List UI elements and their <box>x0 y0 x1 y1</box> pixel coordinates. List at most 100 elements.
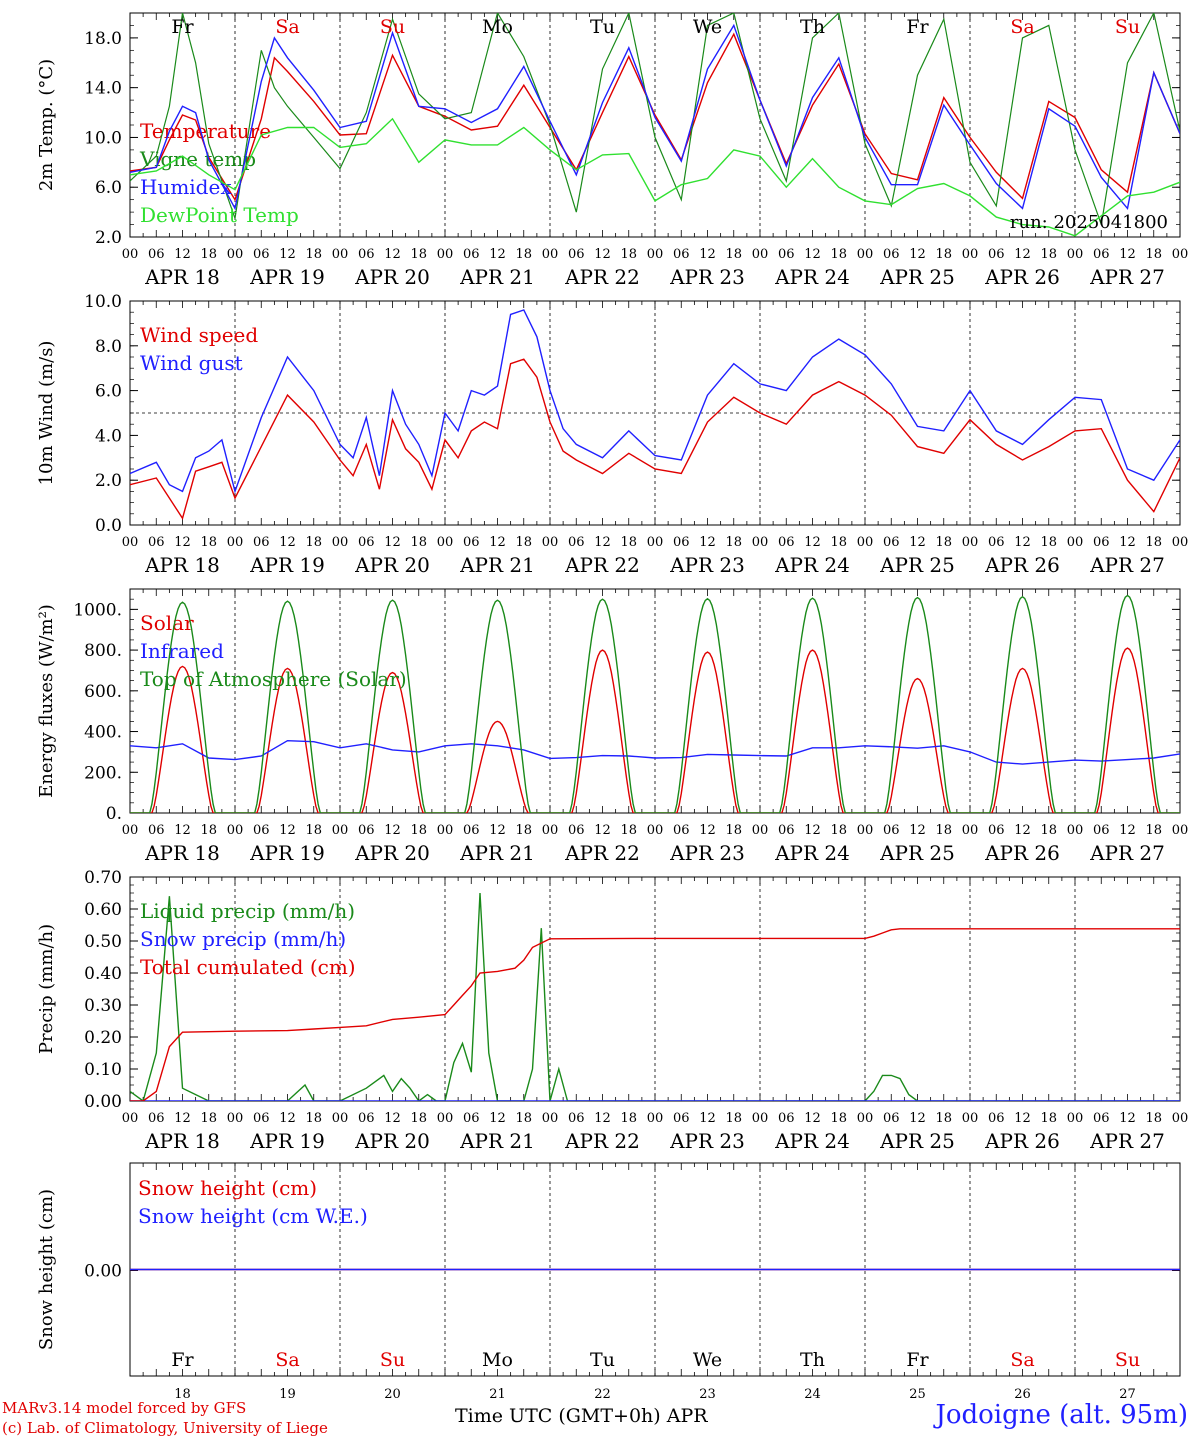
credit-line-2: (c) Lab. of Climatology, University of L… <box>2 1419 328 1437</box>
weekday-label: Fr <box>171 1349 194 1371</box>
day-label: APR 20 <box>354 265 430 289</box>
day-label: APR 22 <box>564 1129 640 1153</box>
hour-label: 12 <box>1014 1111 1031 1126</box>
weekday-label: Sa <box>1010 16 1034 38</box>
hour-label: 18 <box>620 823 637 838</box>
hour-label: 06 <box>253 535 270 550</box>
weekday-label: Su <box>380 1349 405 1371</box>
hour-label: 12 <box>909 247 926 262</box>
hour-label: 00 <box>857 535 874 550</box>
station-name: Jodoigne (alt. 95m) <box>935 1400 1188 1430</box>
legend-entry: Solar <box>140 611 194 635</box>
day-label: APR 27 <box>1089 1129 1165 1153</box>
hour-label: 00 <box>122 1111 139 1126</box>
day-number-label: 18 <box>174 1387 191 1402</box>
day-label: APR 22 <box>564 553 640 577</box>
day-label: APR 26 <box>984 553 1060 577</box>
credit-line-1: MARv3.14 model forced by GFS <box>2 1399 247 1417</box>
hour-label: 18 <box>1040 535 1057 550</box>
day-label: APR 20 <box>354 841 430 865</box>
day-label: APR 19 <box>249 553 325 577</box>
hour-label: 12 <box>699 1111 716 1126</box>
day-label: APR 27 <box>1089 265 1165 289</box>
hour-label: 18 <box>1145 823 1162 838</box>
hour-label: 06 <box>988 247 1005 262</box>
y-tick-label: 800. <box>84 641 122 661</box>
legend-entry: Snow height (cm) <box>138 1176 317 1200</box>
legend-entry: DewPoint Temp <box>140 203 299 227</box>
hour-label: 18 <box>515 535 532 550</box>
weekday-label: Tu <box>590 1349 615 1371</box>
hour-label: 12 <box>384 247 401 262</box>
hour-label: 18 <box>515 1111 532 1126</box>
hour-label: 06 <box>778 823 795 838</box>
y-tick-label: 2.0 <box>95 228 122 248</box>
day-label: APR 22 <box>564 841 640 865</box>
y-tick-label: 0.60 <box>84 900 122 920</box>
hour-label: 12 <box>489 247 506 262</box>
y-axis-label: Precip (mm/h) <box>36 924 57 1054</box>
hour-label: 12 <box>384 1111 401 1126</box>
hour-label: 00 <box>962 1111 979 1126</box>
weekday-label: Th <box>800 16 825 38</box>
hour-label: 12 <box>804 1111 821 1126</box>
day-label: APR 18 <box>144 841 220 865</box>
hour-label: 00 <box>122 823 139 838</box>
hour-label: 18 <box>305 535 322 550</box>
hour-label: 06 <box>253 247 270 262</box>
hour-label: 06 <box>988 535 1005 550</box>
hour-label: 12 <box>1119 1111 1136 1126</box>
hour-label: 06 <box>988 823 1005 838</box>
y-tick-label: 6.0 <box>95 178 122 198</box>
weekday-label: Tu <box>590 16 615 38</box>
hour-label: 00 <box>752 247 769 262</box>
y-axis-label: Energy fluxes (W/m²) <box>36 604 57 798</box>
weekday-label: Th <box>800 1349 825 1371</box>
series-line-dewpoint-temp <box>130 117 1180 237</box>
day-label: APR 26 <box>984 841 1060 865</box>
legend-entry: Liquid precip (mm/h) <box>140 899 355 923</box>
y-tick-label: 400. <box>84 723 122 743</box>
hour-label: 00 <box>332 247 349 262</box>
day-label: APR 21 <box>459 1129 535 1153</box>
hour-label: 18 <box>515 823 532 838</box>
hour-label: 12 <box>174 247 191 262</box>
hour-label: 06 <box>568 1111 585 1126</box>
hour-label: 00 <box>1067 535 1084 550</box>
y-tick-label: 6.0 <box>95 382 122 402</box>
x-axis-title: Time UTC (GMT+0h) APR <box>455 1405 708 1427</box>
day-label: APR 18 <box>144 1129 220 1153</box>
hour-label: 12 <box>804 823 821 838</box>
panel-3: 0. 200. 400. 600. 800. 1000. Energy fluxes (W/… <box>36 588 1188 865</box>
day-label: APR 21 <box>459 841 535 865</box>
hour-label: 06 <box>883 1111 900 1126</box>
day-label: APR 23 <box>669 1129 745 1153</box>
hour-label: 06 <box>148 247 165 262</box>
y-tick-label: 14.0 <box>84 79 122 99</box>
day-label: APR 24 <box>774 1129 850 1153</box>
hour-label: 00 <box>1067 1111 1084 1126</box>
hour-label: 00 <box>542 823 559 838</box>
y-tick-label: 2.0 <box>95 471 122 491</box>
series-line-temperature <box>130 32 1180 202</box>
hour-label: 06 <box>778 247 795 262</box>
weekday-label: Mo <box>482 1349 513 1371</box>
hour-label: 12 <box>804 247 821 262</box>
hour-label: 00 <box>332 823 349 838</box>
legend-entry: Snow precip (mm/h) <box>140 927 346 951</box>
hour-label: 06 <box>568 823 585 838</box>
y-tick-label: 0.70 <box>84 868 122 888</box>
series-line-total-cumulated-cm- <box>130 928 1180 1101</box>
hour-label: 18 <box>620 247 637 262</box>
hour-label: 00 <box>647 535 664 550</box>
hour-label: 12 <box>489 1111 506 1126</box>
hour-label: 06 <box>358 535 375 550</box>
legend-entry: Snow height (cm W.E.) <box>138 1204 368 1228</box>
hour-label: 12 <box>699 823 716 838</box>
hour-label: 12 <box>699 535 716 550</box>
hour-label: 12 <box>174 1111 191 1126</box>
hour-label: 00 <box>122 535 139 550</box>
hour-label: 00 <box>542 1111 559 1126</box>
hour-label: 06 <box>673 823 690 838</box>
hour-label: 00 <box>857 823 874 838</box>
